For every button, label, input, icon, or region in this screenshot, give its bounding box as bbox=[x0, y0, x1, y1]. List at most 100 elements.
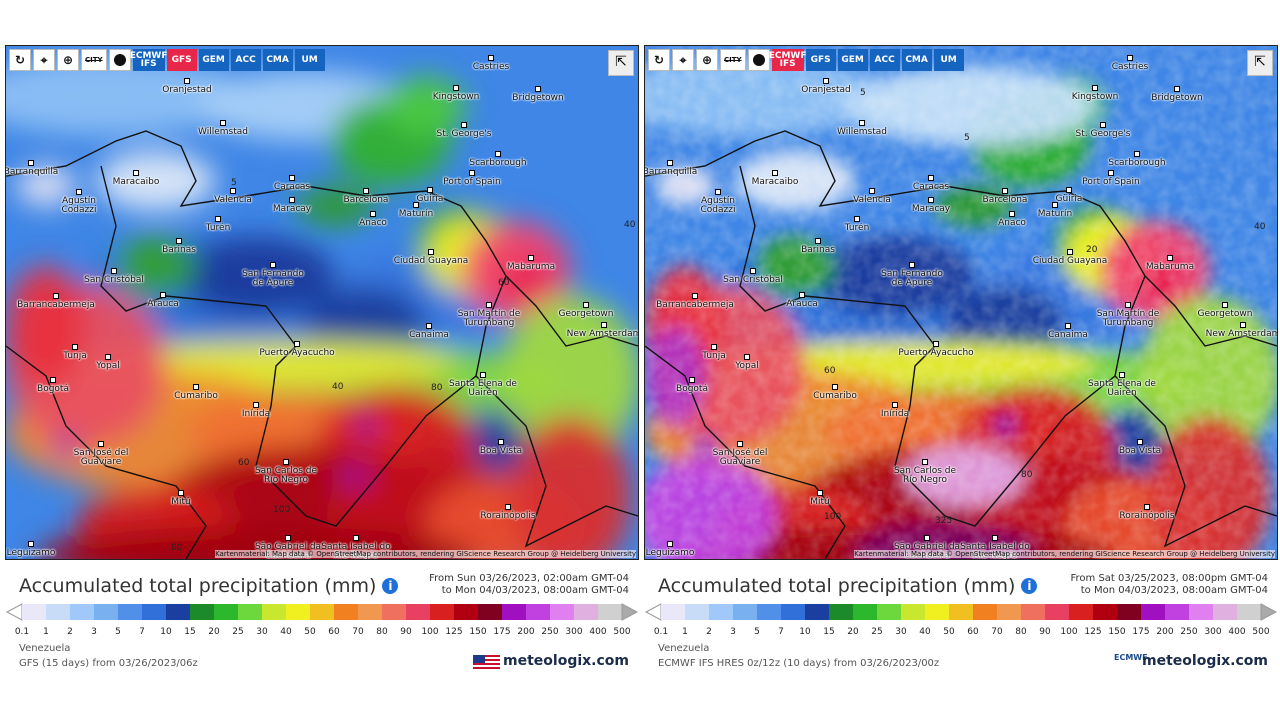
model-button[interactable]: CMA bbox=[262, 49, 293, 71]
scale-label: 500 bbox=[613, 627, 631, 637]
city-label: Tunja bbox=[702, 351, 726, 361]
period-line: From Sat 03/25/2023, 08:00pm GMT-04 bbox=[1070, 573, 1268, 584]
scale-label: 40 bbox=[919, 627, 931, 637]
tool-button[interactable]: ⊕ bbox=[696, 49, 718, 71]
city-label: Valencia bbox=[853, 195, 891, 205]
city-marker bbox=[283, 459, 289, 465]
scale-label: 5 bbox=[754, 627, 760, 637]
city-label: Bridgetown bbox=[1151, 93, 1203, 103]
city-label: Scarborough bbox=[1108, 158, 1166, 168]
city-label: Oranjestad bbox=[801, 85, 851, 95]
brand: meteologix.com bbox=[1142, 653, 1268, 669]
city-marker bbox=[1167, 255, 1173, 261]
city-marker bbox=[178, 490, 184, 496]
city-marker bbox=[772, 170, 778, 176]
city-label: Port of Spain bbox=[1082, 177, 1140, 187]
scale-label: 80 bbox=[376, 627, 388, 637]
city-marker bbox=[535, 86, 541, 92]
city-label: Maturín bbox=[1037, 209, 1073, 219]
model-button[interactable]: UM bbox=[933, 49, 964, 71]
city-marker bbox=[53, 293, 59, 299]
scale-label: 175 bbox=[493, 627, 511, 637]
city-label: Willemstad bbox=[837, 127, 887, 137]
dot-button[interactable] bbox=[108, 49, 131, 71]
model-button[interactable]: GEM bbox=[198, 49, 229, 71]
city-label: San Martín de Turumbang bbox=[457, 309, 521, 328]
model-button[interactable]: ECMWF IFS bbox=[129, 49, 168, 71]
city-label: St. George's bbox=[436, 129, 492, 139]
city-label: Kingstown bbox=[432, 92, 480, 102]
city-label: Willemstad bbox=[198, 127, 248, 137]
city-marker bbox=[105, 354, 111, 360]
scale-label: 0.1 bbox=[14, 627, 30, 637]
city-label: Santa Elena de Uairén bbox=[449, 379, 517, 398]
city-marker bbox=[1092, 85, 1098, 91]
tool-button[interactable]: ↻ bbox=[648, 49, 670, 71]
tool-button[interactable]: ⌖ bbox=[672, 49, 694, 71]
tool-button[interactable]: ⌖ bbox=[33, 49, 55, 71]
city-label: Canaima bbox=[409, 330, 449, 340]
dot-button[interactable] bbox=[747, 49, 770, 71]
city-label: Boa Vista bbox=[1118, 446, 1162, 456]
share-button[interactable]: ⇱ bbox=[608, 50, 634, 76]
title-text: Accumulated total precipitation (mm) bbox=[658, 575, 1016, 597]
city-label: Puerto Ayacucho bbox=[259, 348, 335, 358]
city-marker bbox=[50, 377, 56, 383]
scale-label: 25 bbox=[232, 627, 244, 637]
panel: Castries Kingstown Bridgetown Oranjestad Wil… bbox=[644, 45, 1278, 675]
city-label: San Fernando de Apure bbox=[881, 269, 943, 288]
model-button[interactable]: UM bbox=[294, 49, 325, 71]
scale-label: 7 bbox=[139, 627, 145, 637]
color-scale bbox=[644, 603, 1278, 621]
city-marker bbox=[461, 122, 467, 128]
contour-label: 60 bbox=[238, 458, 250, 468]
city-label: Yopal bbox=[96, 361, 120, 371]
city-marker bbox=[72, 344, 78, 350]
attribution: Kartenmaterial: Map data © OpenStreetMap… bbox=[854, 550, 1275, 558]
model-button[interactable]: CMA bbox=[901, 49, 932, 71]
city-label: Leguizamo bbox=[645, 548, 695, 558]
share-button[interactable]: ⇱ bbox=[1247, 50, 1273, 76]
city-label: San Carlos de Río Negro bbox=[893, 466, 957, 485]
city-marker bbox=[184, 78, 190, 84]
city-marker bbox=[601, 322, 607, 328]
tool-button[interactable]: ⊕ bbox=[57, 49, 79, 71]
info-icon[interactable]: i bbox=[1021, 578, 1038, 594]
model-button[interactable]: ECMWF IFS bbox=[768, 49, 807, 71]
city-label: Oranjestad bbox=[162, 85, 212, 95]
city-toggle[interactable]: CITY bbox=[81, 49, 107, 71]
scale-label: 30 bbox=[256, 627, 268, 637]
scale-label: 100 bbox=[421, 627, 439, 637]
model-button[interactable]: ACC bbox=[869, 49, 900, 71]
chart-title: Accumulated total precipitation (mm) i bbox=[658, 575, 1038, 597]
city-label: San José del Guaviare bbox=[73, 448, 129, 467]
city-label: Barrancabermeja bbox=[17, 300, 95, 310]
brand: meteologix.com bbox=[503, 653, 629, 669]
info-icon[interactable]: i bbox=[382, 578, 399, 594]
model-button[interactable]: GFS bbox=[805, 49, 836, 71]
city-marker bbox=[667, 160, 673, 166]
city-toggle[interactable]: CITY bbox=[720, 49, 746, 71]
model-button[interactable]: ACC bbox=[230, 49, 261, 71]
period-line: From Sun 03/26/2023, 02:00am GMT-04 bbox=[429, 573, 629, 584]
scale-label: 50 bbox=[943, 627, 955, 637]
city-marker bbox=[799, 292, 805, 298]
model-button[interactable]: GEM bbox=[837, 49, 868, 71]
city-marker bbox=[427, 187, 433, 193]
city-label: St. George's bbox=[1075, 129, 1131, 139]
title-text: Accumulated total precipitation (mm) bbox=[19, 575, 377, 597]
toolbar: ↻ ⌖ ⊕ CITY ECMWF IFS GFS GEM ACC CMA UM bbox=[9, 49, 325, 71]
period-line: to Mon 04/03/2023, 08:00am GMT-04 bbox=[1080, 585, 1268, 596]
city-label: Valencia bbox=[214, 195, 252, 205]
model-button[interactable]: GFS bbox=[166, 49, 197, 71]
tool-button[interactable]: ↻ bbox=[9, 49, 31, 71]
city-label: Yopal bbox=[735, 361, 759, 371]
city-label: New Amsterdam bbox=[1205, 329, 1278, 339]
city-label: Anaco bbox=[998, 218, 1026, 228]
scale-label: 15 bbox=[823, 627, 835, 637]
city-label: San Cristóbal bbox=[84, 275, 144, 285]
contour-label: 60 bbox=[824, 366, 836, 376]
city-label: Arauca bbox=[786, 299, 818, 309]
scale-label: 10 bbox=[160, 627, 172, 637]
